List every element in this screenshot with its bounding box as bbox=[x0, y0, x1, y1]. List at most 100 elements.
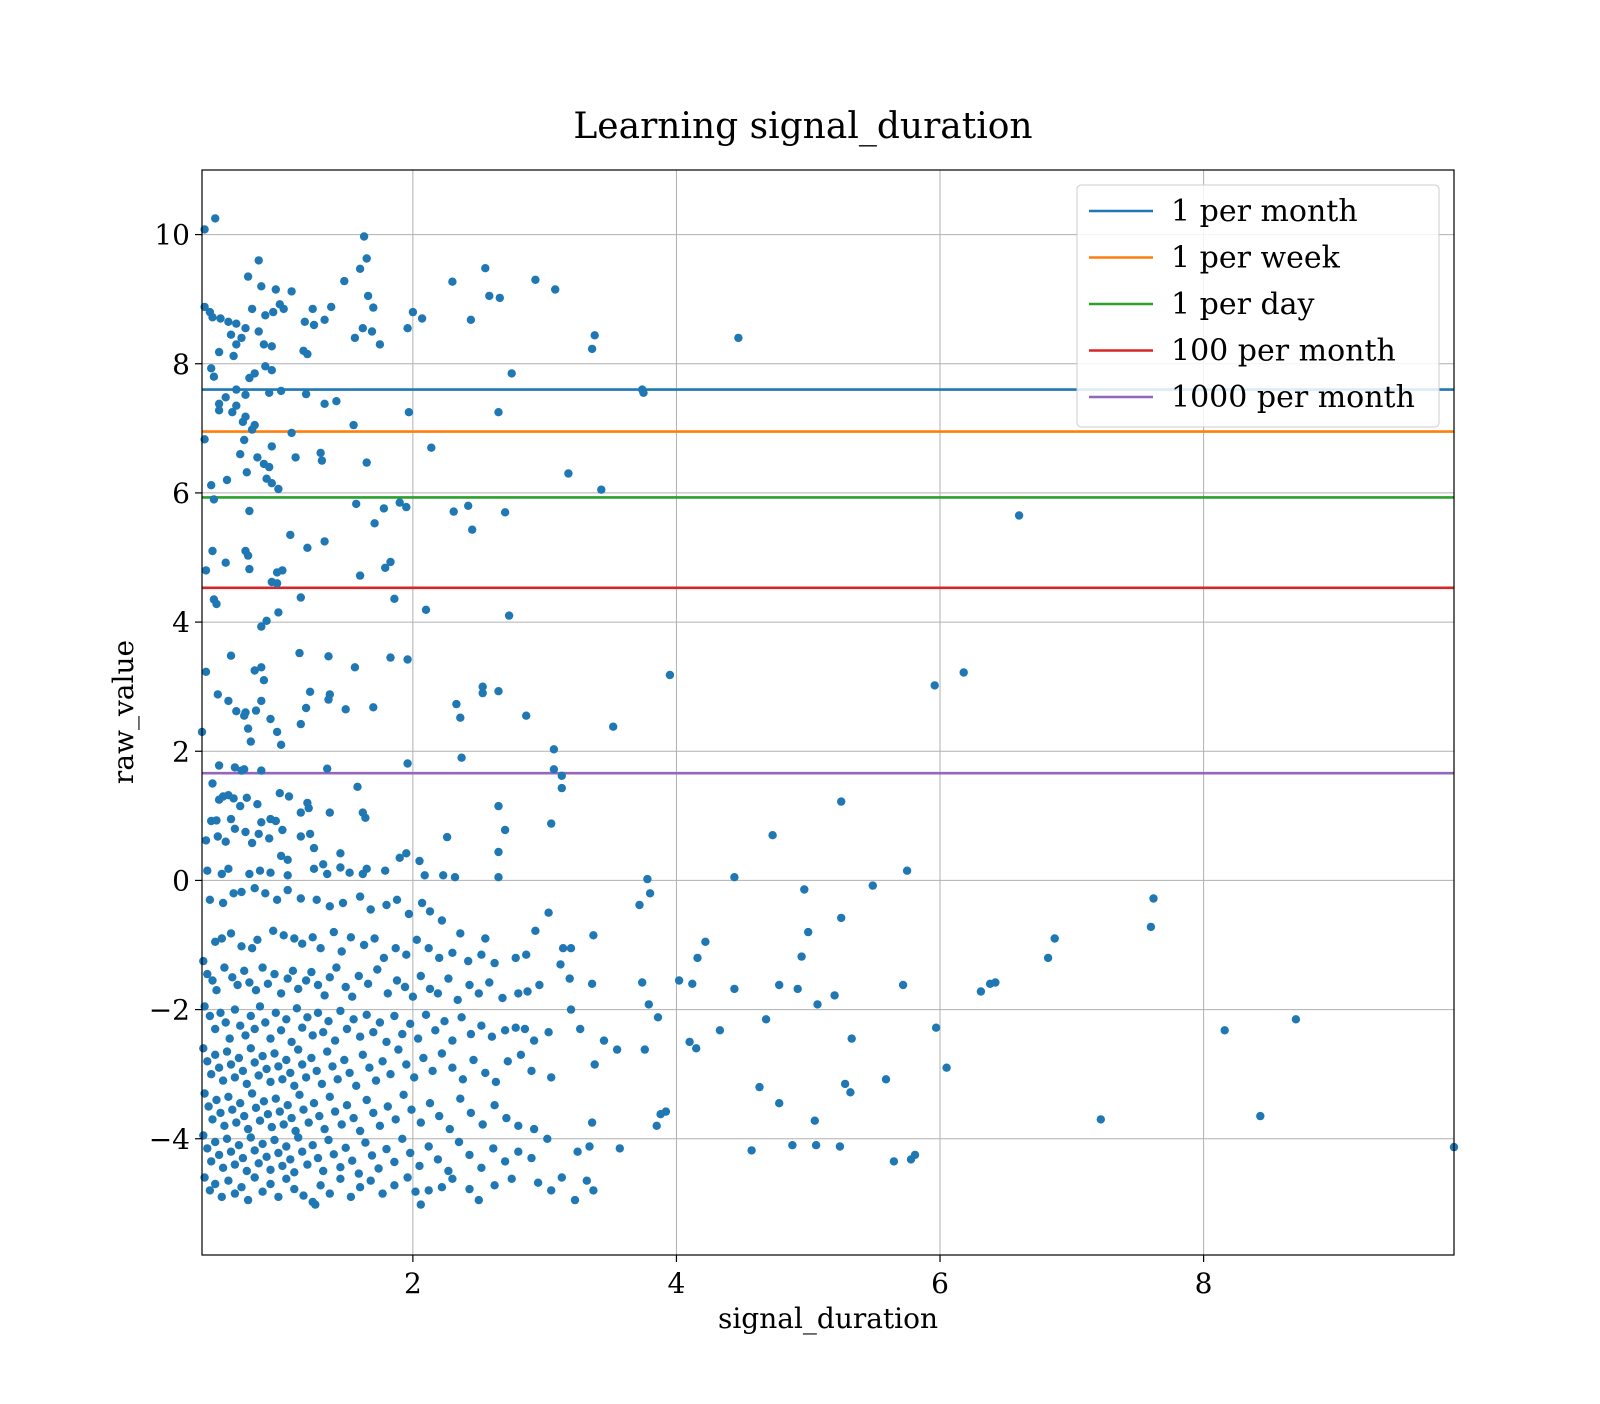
data-point bbox=[283, 871, 292, 880]
data-point bbox=[417, 898, 427, 908]
y-tick-label: −2 bbox=[149, 994, 190, 1027]
data-point bbox=[406, 1148, 415, 1158]
data-point bbox=[367, 327, 377, 336]
data-point bbox=[278, 1161, 287, 1171]
data-point bbox=[692, 1044, 701, 1053]
data-point bbox=[272, 895, 282, 904]
data-point bbox=[813, 1000, 822, 1009]
data-point bbox=[209, 495, 219, 504]
data-point bbox=[245, 373, 254, 383]
data-point bbox=[309, 864, 319, 873]
data-point bbox=[325, 1092, 334, 1102]
data-point bbox=[346, 933, 356, 942]
data-point bbox=[312, 1066, 321, 1076]
data-point bbox=[362, 458, 371, 467]
data-point bbox=[481, 934, 490, 943]
data-point bbox=[369, 303, 378, 312]
data-point bbox=[316, 1181, 325, 1190]
data-point bbox=[485, 978, 494, 987]
data-point bbox=[245, 564, 254, 574]
data-point bbox=[224, 864, 233, 873]
data-point bbox=[408, 307, 418, 317]
data-point bbox=[587, 1118, 597, 1127]
data-point bbox=[456, 713, 465, 722]
data-point bbox=[298, 1147, 307, 1156]
data-point bbox=[303, 543, 312, 552]
data-point bbox=[358, 324, 367, 333]
data-point bbox=[254, 327, 263, 336]
data-point bbox=[222, 1047, 232, 1056]
data-point bbox=[261, 311, 270, 320]
data-point bbox=[286, 1155, 295, 1164]
data-point bbox=[477, 1021, 486, 1030]
data-point bbox=[403, 324, 412, 333]
data-point bbox=[416, 1200, 425, 1209]
data-point bbox=[207, 481, 216, 490]
data-point bbox=[354, 1169, 363, 1178]
data-point bbox=[225, 1034, 234, 1043]
data-point bbox=[502, 1113, 511, 1123]
data-point bbox=[243, 724, 253, 733]
data-point bbox=[840, 1079, 850, 1089]
data-point bbox=[296, 719, 305, 729]
data-point bbox=[232, 707, 241, 716]
data-point bbox=[228, 973, 237, 982]
data-point bbox=[243, 272, 253, 281]
data-point bbox=[382, 1144, 391, 1154]
data-point bbox=[489, 1144, 498, 1153]
data-point bbox=[312, 895, 321, 904]
data-point bbox=[439, 871, 448, 880]
data-point bbox=[361, 1138, 370, 1147]
data-point bbox=[420, 871, 429, 880]
data-point bbox=[303, 1160, 312, 1169]
data-point bbox=[250, 1058, 259, 1067]
data-point bbox=[237, 942, 246, 951]
data-point bbox=[566, 1005, 576, 1014]
data-point bbox=[238, 1066, 248, 1076]
data-point bbox=[243, 1124, 253, 1134]
data-point bbox=[444, 1166, 453, 1176]
data-point bbox=[520, 1024, 530, 1034]
data-point bbox=[258, 1187, 267, 1196]
data-point bbox=[340, 1055, 349, 1065]
data-point bbox=[383, 989, 392, 998]
data-point bbox=[324, 1135, 333, 1145]
data-point bbox=[337, 947, 346, 956]
data-point bbox=[457, 753, 466, 762]
data-point bbox=[253, 453, 262, 462]
data-point bbox=[336, 863, 345, 872]
data-point bbox=[547, 1186, 556, 1195]
data-point bbox=[272, 579, 282, 588]
data-point bbox=[391, 944, 400, 953]
data-point bbox=[419, 1053, 428, 1063]
data-point bbox=[440, 1017, 449, 1026]
data-point bbox=[250, 1173, 259, 1182]
data-point bbox=[345, 868, 354, 877]
data-point bbox=[500, 1157, 510, 1166]
y-tick-label: 10 bbox=[154, 219, 190, 252]
data-point bbox=[612, 1045, 622, 1054]
data-point bbox=[341, 705, 350, 714]
data-point bbox=[290, 1184, 299, 1194]
data-point bbox=[287, 287, 296, 296]
data-point bbox=[259, 676, 269, 685]
data-point bbox=[415, 856, 424, 866]
data-point bbox=[701, 937, 710, 946]
data-point bbox=[1043, 953, 1053, 963]
data-point bbox=[320, 537, 329, 546]
data-point bbox=[547, 819, 556, 828]
data-point bbox=[514, 989, 523, 998]
data-point bbox=[656, 1110, 665, 1119]
data-point bbox=[428, 1066, 437, 1076]
data-point bbox=[251, 706, 261, 715]
data-point bbox=[504, 611, 514, 620]
data-point bbox=[359, 232, 369, 241]
data-point bbox=[362, 1010, 371, 1019]
data-point bbox=[308, 933, 317, 942]
data-point bbox=[237, 333, 246, 343]
data-point bbox=[369, 1028, 378, 1037]
data-point bbox=[830, 991, 839, 1000]
data-point bbox=[599, 1036, 609, 1045]
data-point bbox=[1149, 894, 1158, 903]
reference-lines bbox=[202, 388, 1454, 775]
